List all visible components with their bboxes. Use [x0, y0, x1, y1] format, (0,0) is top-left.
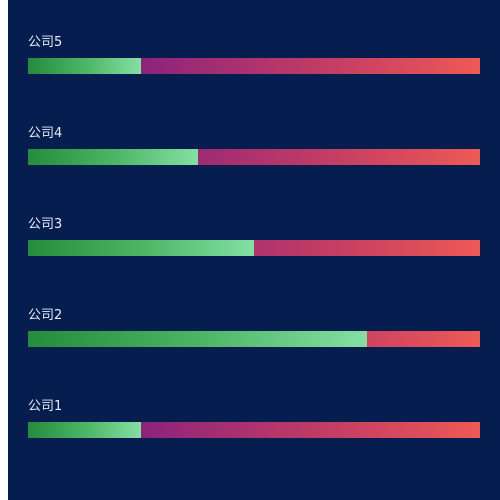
bar-remainder[interactable]	[28, 149, 480, 165]
category-label: 公司3	[28, 217, 63, 232]
chart-panel: 公司5 公司4 公司3 公司2 公司1	[8, 0, 500, 500]
bar-fill[interactable]	[28, 331, 367, 347]
bar-remainder[interactable]	[28, 240, 480, 256]
category-label: 公司5	[28, 35, 63, 50]
category-label: 公司2	[28, 308, 63, 323]
bar-fill[interactable]	[28, 240, 254, 256]
bar-fill[interactable]	[28, 422, 141, 438]
bar-remainder[interactable]	[28, 422, 480, 438]
bar-remainder[interactable]	[28, 58, 480, 74]
category-label: 公司4	[28, 126, 63, 141]
bar-fill[interactable]	[28, 149, 198, 165]
bar-fill[interactable]	[28, 58, 141, 74]
bar-remainder[interactable]	[28, 331, 480, 347]
category-label: 公司1	[28, 399, 63, 414]
